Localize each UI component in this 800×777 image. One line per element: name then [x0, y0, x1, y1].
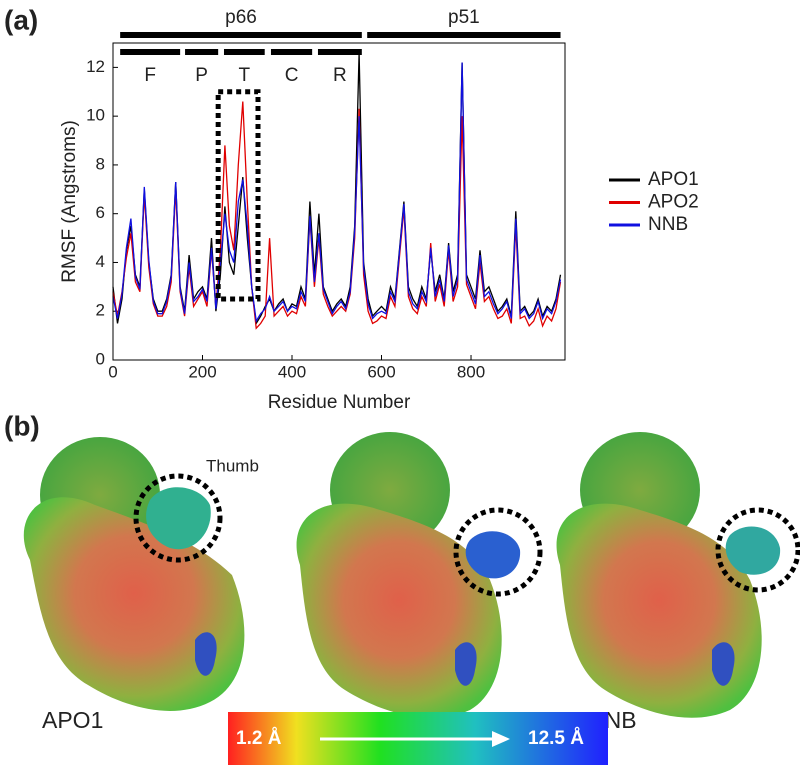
line-series — [112, 62, 562, 323]
x-tick-label: 0 — [108, 362, 117, 381]
thumb-circle — [715, 507, 800, 593]
plot-frame — [112, 42, 566, 361]
surface — [296, 503, 502, 718]
y-tick-label: 10 — [86, 106, 105, 125]
x-tick-label: 800 — [457, 362, 485, 381]
domain-label: P — [195, 65, 208, 86]
legend-label: APO1 — [648, 169, 699, 190]
surface — [23, 497, 245, 711]
colorbar: 1.2 Å 12.5 Å — [228, 712, 608, 765]
highlight-box — [215, 89, 261, 302]
pocket — [195, 632, 217, 676]
structure-apo1: Thumb APO1 — [23, 437, 259, 733]
thumb — [146, 487, 211, 550]
domain-label: C — [285, 65, 299, 86]
chart: 0 200 400 600 800 0 2 4 6 8 10 12 Residue Number RMSF… — [59, 7, 699, 413]
y-tick-label: 6 — [96, 203, 105, 222]
region-label: p66 — [225, 7, 257, 28]
domain-label: F — [144, 65, 156, 86]
thumb — [465, 531, 521, 579]
region-label: p51 — [448, 7, 480, 28]
panel-label: (a) — [4, 4, 38, 35]
y-tick-label: 4 — [96, 252, 105, 271]
structures: Thumb APO1 APO2 NNB — [23, 432, 800, 733]
domain-label: T — [239, 65, 251, 86]
structure-nnb: NNB — [556, 432, 800, 733]
structure-label: APO1 — [42, 707, 103, 733]
y-tick-label: 0 — [96, 349, 105, 368]
y-axis-label: RMSF (Angstroms) — [59, 120, 80, 283]
structure-apo2: APO2 — [296, 432, 543, 733]
colorbar-max: 12.5 Å — [528, 728, 584, 749]
x-tick-label: 400 — [278, 362, 306, 381]
panel-label: (b) — [4, 410, 40, 441]
thumb — [725, 526, 781, 575]
legend-label: NNB — [648, 214, 688, 235]
colorbar-arrowhead — [492, 731, 510, 747]
y-tick-label: 8 — [96, 154, 105, 173]
x-tick-label: 200 — [188, 362, 216, 381]
annotation: Thumb — [206, 456, 259, 475]
x-axis-label: Residue Number — [268, 392, 411, 413]
domain-label: R — [333, 65, 347, 86]
colorbar-min: 1.2 Å — [236, 728, 282, 749]
surface — [556, 503, 762, 718]
pocket — [712, 642, 735, 686]
y-tick-label: 2 — [96, 301, 105, 320]
x-tick-label: 600 — [367, 362, 395, 381]
y-tick-label: 12 — [86, 57, 105, 76]
thumb-circle — [133, 473, 223, 563]
line-series — [112, 101, 562, 330]
pocket — [455, 642, 477, 686]
thumb-circle — [453, 507, 543, 597]
legend-label: APO2 — [648, 192, 699, 213]
